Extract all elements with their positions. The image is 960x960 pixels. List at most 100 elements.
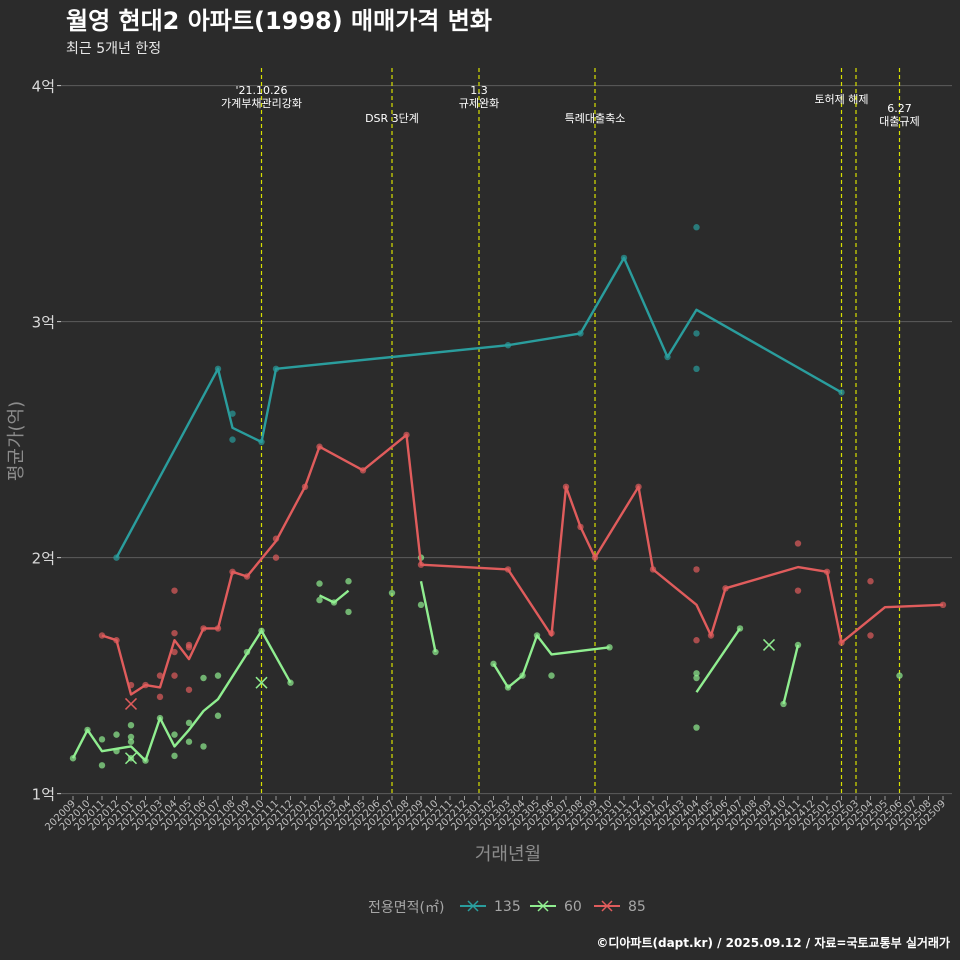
point-85-3 [142,681,149,689]
point-60-3 [98,736,106,743]
point-60-20 [243,648,251,656]
series-60 [69,554,903,769]
y-tick-label-1: 1억 [32,786,55,804]
point-85-14 [214,625,222,632]
point-85-36 [794,587,802,594]
point-85-19 [301,483,309,491]
point-60-39 [693,674,700,682]
cross-stroke-b [762,638,776,651]
legend-item-60: 60 [530,899,582,915]
y-tick-label-4: 4억 [32,78,55,96]
point-135-9 [664,353,671,361]
point-85-4 [156,693,164,701]
point-135-0 [113,554,120,561]
point-85-38 [838,639,845,646]
point-85-2 [127,681,135,689]
point-60-13 [171,731,178,738]
point-85-35 [794,540,802,547]
point-135-13 [838,389,845,396]
point-60-10 [142,757,149,764]
series-85 [98,431,947,710]
chart-subtitle: 최근 5개년 한정 [66,41,161,57]
series-85-line [101,433,944,696]
legend-key-cross-b [537,900,549,912]
point-60-34 [519,672,526,679]
data-series [69,224,947,769]
point-60-5 [113,731,120,738]
legend-label-85: 85 [628,899,646,915]
point-60-44 [896,672,903,679]
point-135-7 [577,330,584,337]
legend-label-60: 60 [564,899,582,915]
point-135-10 [693,224,700,231]
event-label-2-1: 규제완화 [459,97,499,110]
point-60-43 [794,641,802,649]
point-60-7 [127,733,135,741]
point-60-27 [345,608,352,616]
point-85-17 [272,535,280,542]
y-tick-label-2: 2억 [32,550,55,568]
point-85-11 [185,686,193,693]
point-85-27 [577,523,584,531]
legend-item-85: 85 [594,899,646,915]
point-85-40 [867,632,874,639]
y-axis-ticks: 1억 2억 3억 4억 [32,78,61,804]
point-85-33 [707,632,715,639]
point-85-22 [403,431,410,439]
event-label-4-0: 토허제 해제 [814,92,868,106]
point-60-9 [127,738,135,745]
event-label-1-0: DSR 3단계 [365,112,419,125]
event-label-2-0: 1.3 [470,84,488,97]
point-60-2 [98,762,106,769]
point-85-26 [562,483,570,491]
point-85-28 [591,554,599,561]
chart-title: 월영 현대2 아파트(1998) 매매가격 변화 [66,7,492,35]
point-60-36 [548,672,555,679]
point-60-37 [606,644,613,651]
point-60-41 [736,625,744,632]
event-label-0-1: 가계부채관리강화 [221,97,302,110]
point-135-2 [229,410,236,417]
legend-item-135: 135 [460,899,521,915]
series-60-line6 [782,644,800,705]
point-135-11 [693,330,700,337]
cross-point-60-2 [762,638,776,651]
point-60-23 [316,580,323,587]
point-85-13 [200,625,207,632]
gridlines [61,85,952,795]
event-label-3-0: 특례대출축소 [565,112,626,125]
point-85-20 [316,443,323,450]
point-60-4 [113,747,120,755]
point-85-18 [272,554,280,561]
cross-point-60-1 [255,676,268,689]
point-85-37 [823,568,831,575]
point-85-6 [171,587,178,594]
point-135-12 [693,365,700,373]
point-60-8 [127,721,135,729]
event-label-6-1: 대출규제 [879,115,919,128]
point-85-21 [359,467,367,474]
series-135 [113,224,845,561]
point-135-1 [214,365,222,373]
point-85-34 [722,585,729,592]
point-60-19 [214,672,222,679]
point-60-17 [200,674,207,682]
point-60-33 [504,684,512,691]
point-135-6 [504,342,512,349]
x-axis-title: 거래년월 [475,844,541,865]
point-60-31 [432,648,439,656]
point-85-8 [171,672,178,679]
point-85-23 [417,561,425,568]
point-85-32 [693,637,700,644]
point-60-24 [316,596,323,604]
point-60-16 [200,743,207,750]
point-135-3 [229,436,236,443]
point-85-41 [939,601,947,609]
event-label-6-0: 6.27 [887,102,912,115]
point-60-1 [84,726,91,734]
point-60-40 [693,724,700,731]
point-85-7 [171,629,178,637]
point-85-15 [229,568,236,575]
